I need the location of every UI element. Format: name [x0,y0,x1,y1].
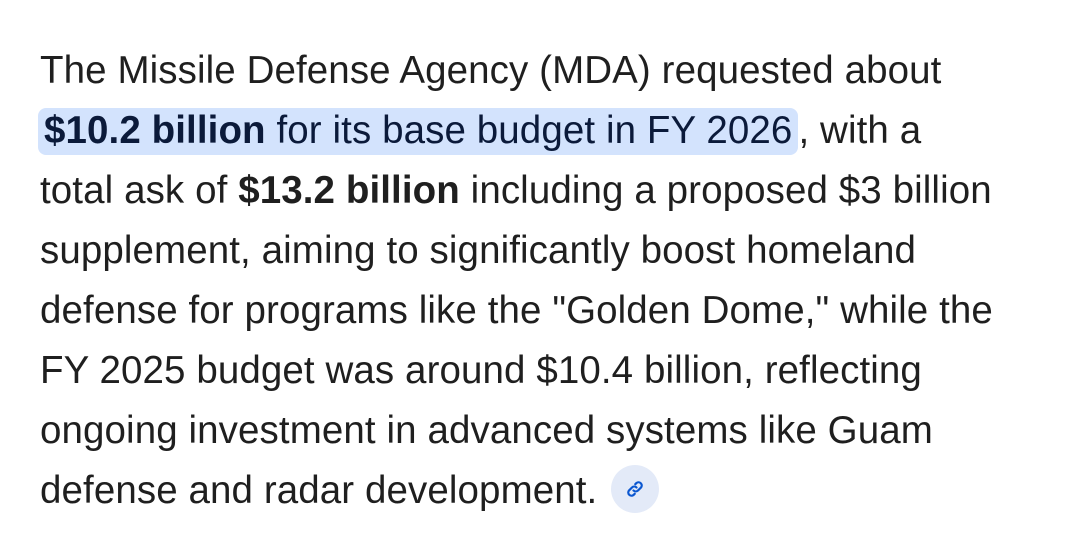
answer-line-3-start: total ask of [40,169,239,212]
highlighted-text: for its base budget in FY 2026 [265,109,793,152]
answer-line-8: defense and radar development. [40,461,1050,521]
highlighted-amount: $10.2 billion [44,109,266,152]
answer-line-8-text: defense and radar development. [40,469,598,512]
answer-line-2-tail: , with a [798,109,922,152]
answer-paragraph: The Missile Defense Agency (MDA) request… [38,41,1050,521]
answer-line-1: The Missile Defense Agency (MDA) request… [40,49,942,92]
link-icon [627,481,644,497]
answer-line-7: ongoing investment in advanced systems l… [40,409,933,452]
answer-line-5: defense for programs like the "Golden Do… [40,289,993,332]
answer-line-3-end: including a proposed $3 billion [459,169,992,212]
highlighted-fact[interactable]: $10.2 billion for its base budget in FY … [38,108,799,155]
answer-line-3: total ask of $13.2 billion including a p… [40,161,1050,221]
answer-line-4: supplement, aiming to significantly boos… [40,229,917,272]
answer-line-2: $10.2 billion for its base budget in FY … [38,101,1050,161]
answer-line-6: FY 2025 budget was around $10.4 billion,… [40,349,922,392]
source-link-button[interactable] [611,464,660,513]
total-ask-amount: $13.2 billion [238,169,460,212]
